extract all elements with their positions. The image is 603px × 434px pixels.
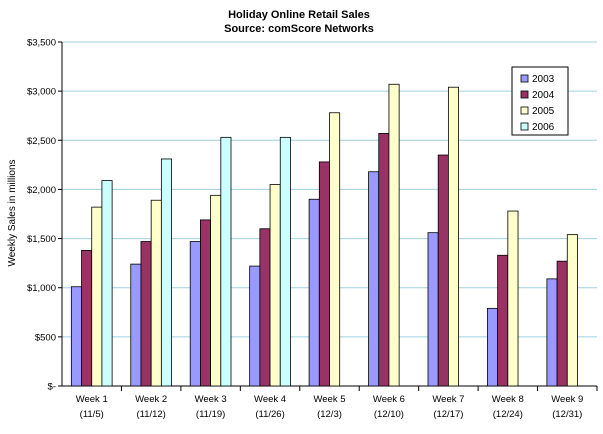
bar-2003 — [130, 263, 142, 387]
bar-2003 — [487, 307, 499, 387]
bar-2005 — [210, 194, 222, 387]
x-tick-label: (11/26) — [255, 409, 284, 420]
bar-2006 — [220, 136, 232, 387]
bar-2006 — [101, 180, 113, 387]
bar-2005 — [91, 206, 103, 387]
y-tick-label: $500 — [35, 332, 56, 343]
bar-2003 — [70, 286, 82, 387]
bar-2004 — [437, 154, 449, 387]
x-tick-label: Week 1 — [76, 394, 108, 405]
x-tick-label: Week 3 — [195, 394, 227, 405]
legend-label: 2004 — [532, 90, 555, 101]
bar-2003 — [189, 241, 201, 387]
x-tick-label: Week 9 — [551, 394, 583, 405]
chart-subtitle: Source: comScore Networks — [224, 23, 374, 35]
y-tick-label: $- — [48, 382, 56, 393]
bar-2004 — [259, 228, 271, 387]
legend-label: 2005 — [532, 106, 555, 117]
legend-label: 2006 — [532, 122, 555, 133]
legend-swatch-2005 — [520, 106, 529, 115]
bar-2004 — [200, 219, 212, 387]
bar-2003 — [368, 171, 380, 387]
bar-2005 — [507, 210, 519, 387]
y-tick-label: $3,000 — [27, 87, 56, 98]
bar-2006 — [279, 136, 291, 387]
bar-2005 — [150, 199, 162, 387]
bar-2004 — [378, 133, 390, 387]
legend-swatch-2004 — [520, 90, 529, 99]
y-tick-label: $2,000 — [27, 185, 56, 196]
bar-2003 — [308, 198, 320, 387]
x-tick-label: (11/19) — [196, 409, 225, 420]
x-tick-label: (12/3) — [317, 409, 342, 420]
bar-2004 — [556, 260, 568, 387]
x-tick-label: Week 5 — [313, 394, 345, 405]
x-tick-label: Week 4 — [254, 394, 286, 405]
x-tick-label: Week 7 — [432, 394, 464, 405]
legend-swatch-2003 — [520, 74, 529, 83]
y-tick-label: $2,500 — [27, 136, 56, 147]
bar-2004 — [140, 241, 152, 387]
x-tick-label: (12/17) — [433, 409, 463, 420]
bar-2005 — [447, 86, 459, 387]
x-tick-label: (12/10) — [374, 409, 404, 420]
chart-title: Holiday Online Retail Sales — [228, 9, 370, 21]
y-tick-label: $1,500 — [27, 234, 56, 245]
bar-2004 — [497, 254, 509, 387]
bar-2005 — [388, 83, 400, 387]
x-tick-label: Week 8 — [492, 394, 524, 405]
bar-2003 — [427, 232, 439, 387]
x-tick-label: Week 6 — [373, 394, 405, 405]
bar-2003 — [546, 278, 558, 387]
x-tick-label: Week 2 — [135, 394, 167, 405]
legend-swatch-2006 — [520, 122, 529, 131]
bar-2003 — [249, 265, 261, 387]
x-tick-label: (12/31) — [552, 409, 582, 420]
x-tick-label: (12/24) — [493, 409, 523, 420]
bar-2005 — [329, 112, 341, 387]
bar-2006 — [160, 158, 172, 387]
plot-area: $- $500 $1,000 $1,500 $2,000 $2,500 $3,000 $3,5… — [27, 38, 598, 420]
legend-label: 2003 — [532, 74, 555, 85]
bar-2004 — [318, 161, 330, 387]
x-tick-label: (11/5) — [80, 409, 104, 420]
bar-2005 — [269, 184, 281, 387]
y-tick-label: $1,000 — [27, 283, 56, 294]
y-axis-label: Weekly Sales in millions — [7, 159, 18, 266]
bar-2005 — [566, 234, 578, 387]
x-tick-label: (11/12) — [136, 409, 165, 420]
y-tick-label: $3,500 — [27, 38, 56, 49]
bar-2004 — [81, 249, 93, 387]
